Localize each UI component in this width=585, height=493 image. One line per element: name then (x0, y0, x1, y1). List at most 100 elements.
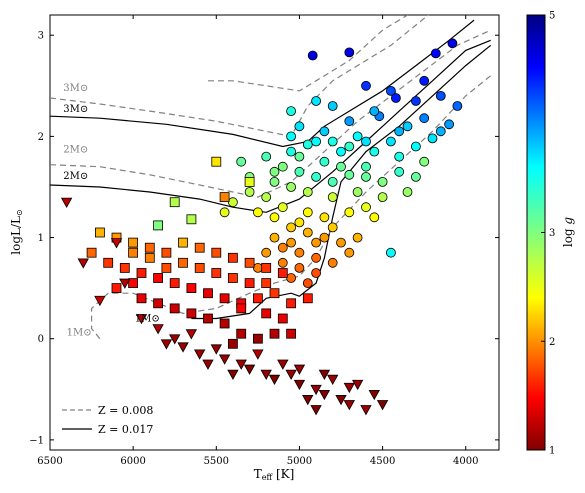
point-triangle-3 (135, 314, 148, 325)
colorbar-tick-label-3: 5 (549, 11, 555, 22)
x-tick-label-3: 5000 (287, 456, 312, 467)
point-circle-51 (302, 227, 313, 238)
point-square-37 (252, 333, 263, 344)
point-circle-70 (311, 96, 322, 106)
point-circle-14 (427, 133, 438, 144)
colorbar-label: log g (561, 217, 575, 248)
point-square-18 (86, 247, 97, 258)
point-square-34 (203, 313, 213, 324)
point-circle-19 (361, 136, 371, 147)
point-square-5 (244, 176, 255, 187)
point-circle-66 (344, 247, 355, 258)
point-circle-88 (344, 141, 355, 152)
point-square-55 (302, 293, 313, 304)
point-circle-7 (435, 91, 446, 101)
point-square-41 (111, 283, 122, 294)
point-square-19 (103, 257, 114, 268)
point-square-4 (219, 192, 230, 203)
point-triangle-26 (310, 405, 322, 416)
point-triangle-2 (119, 278, 131, 289)
point-circle-34 (377, 192, 388, 203)
point-square-39 (286, 298, 297, 309)
point-circle-4 (361, 80, 371, 91)
point-square-52 (261, 308, 272, 319)
point-circle-94 (311, 237, 322, 248)
point-circle-15 (319, 126, 330, 137)
point-triangle-23 (327, 374, 339, 386)
point-circle-82 (352, 131, 363, 142)
point-circle-74 (385, 86, 396, 96)
point-circle-40 (244, 187, 255, 197)
point-circle-64 (261, 247, 272, 258)
point-circle-32 (419, 156, 430, 167)
point-square-35 (219, 318, 230, 329)
point-square-30 (136, 293, 147, 304)
point-circle-16 (286, 131, 297, 142)
point-triangle-4 (152, 324, 164, 335)
point-circle-25 (311, 171, 322, 182)
point-circle-31 (410, 171, 421, 182)
point-square-8 (128, 237, 139, 248)
point-circle-27 (344, 169, 355, 180)
point-square-40 (128, 278, 139, 289)
point-square-48 (161, 262, 172, 273)
point-square-53 (227, 338, 238, 349)
point-circle-76 (294, 151, 305, 162)
point-circle-53 (336, 237, 346, 248)
point-square-1 (211, 156, 222, 167)
point-square-20 (119, 262, 130, 273)
x-tick-label-5: 4000 (453, 456, 478, 467)
point-circle-78 (336, 161, 346, 172)
x-axis-ticks: 6500 6000 5500 5000 4500 4000 (37, 15, 478, 467)
point-square-15 (244, 257, 255, 268)
point-circle-35 (352, 187, 363, 197)
point-circle-67 (352, 232, 363, 243)
track-label-2: 2M⊙ (63, 145, 88, 156)
track-dashed-6 (208, 15, 408, 92)
point-circle-33 (402, 187, 413, 197)
point-square-49 (144, 252, 155, 263)
point-triangle-13 (268, 374, 281, 386)
point-triangle-14 (285, 369, 297, 380)
point-square-23 (169, 278, 180, 289)
point-circle-83 (369, 146, 380, 157)
point-square-29 (269, 288, 280, 299)
point-circle-8 (452, 101, 463, 111)
point-circle-71 (286, 106, 297, 116)
point-triangle-25 (360, 405, 372, 416)
point-square-25 (203, 288, 213, 299)
point-triangle-17 (318, 389, 331, 401)
point-square-21 (136, 268, 147, 278)
point-triangle-29 (227, 369, 239, 380)
point-circle-57 (311, 252, 322, 263)
star-points (60, 38, 463, 416)
point-triangle-12 (260, 369, 272, 380)
point-triangle-35 (343, 382, 356, 394)
x-tick-label-0: 6500 (37, 456, 62, 467)
point-circle-54 (269, 232, 280, 243)
track-dashed-4 (50, 29, 491, 198)
point-square-45 (244, 278, 255, 289)
point-square-3 (186, 214, 197, 225)
point-circle-29 (377, 176, 388, 187)
point-circle-23 (277, 161, 288, 172)
track-solid-0 (50, 19, 475, 148)
point-circle-95 (286, 237, 297, 248)
point-triangle-19 (343, 400, 356, 411)
point-square-10 (161, 247, 172, 258)
point-square-17 (277, 268, 288, 278)
point-square-47 (178, 257, 188, 268)
point-circle-45 (302, 207, 313, 218)
point-triangle-5 (169, 334, 181, 345)
point-circle-85 (402, 121, 413, 132)
point-circle-69 (236, 156, 247, 167)
point-square-16 (261, 262, 272, 273)
point-circle-28 (361, 161, 371, 172)
point-triangle-1 (94, 295, 106, 307)
point-circle-87 (327, 136, 338, 147)
point-circle-68 (385, 247, 396, 258)
point-circle-62 (302, 278, 313, 289)
point-triangle-0 (60, 197, 73, 208)
point-circle-90 (261, 192, 272, 203)
point-circle-93 (327, 222, 338, 233)
